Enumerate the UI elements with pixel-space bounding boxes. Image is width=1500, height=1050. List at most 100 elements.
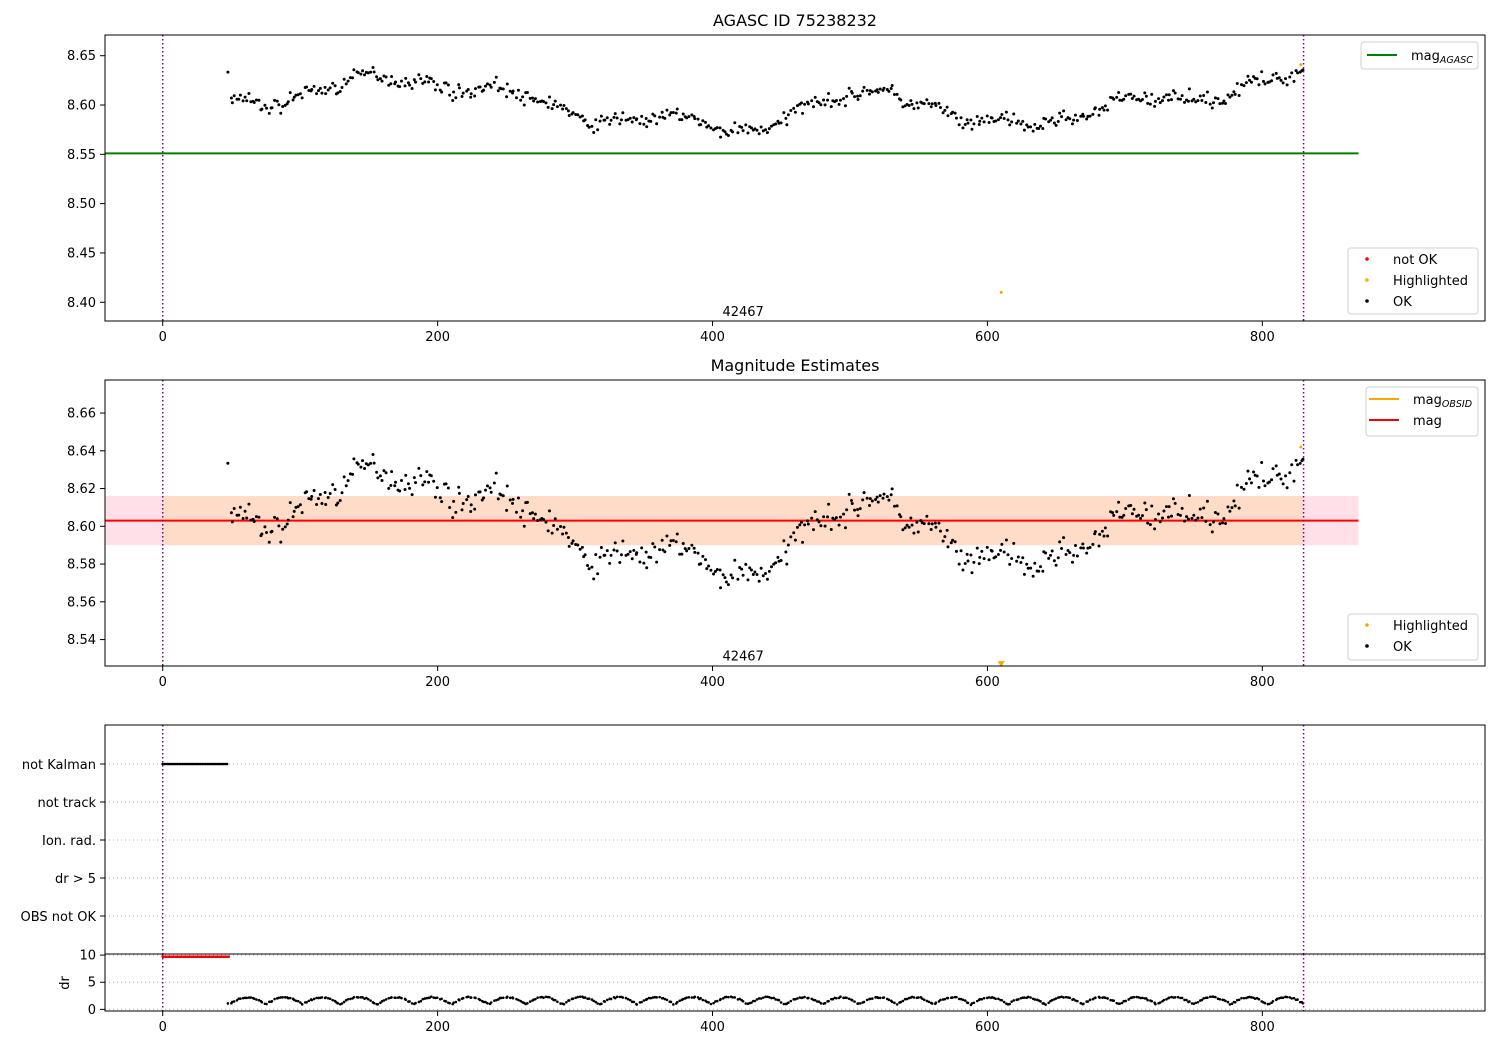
ok-point — [1064, 118, 1068, 122]
flag-label: OBS not OK — [21, 910, 97, 925]
ok-point — [834, 98, 838, 102]
dr-point — [1233, 1000, 1237, 1004]
ok-point — [905, 523, 909, 527]
ok-point — [457, 485, 461, 489]
dr-point — [946, 996, 950, 1000]
dr-point — [831, 997, 835, 1001]
dr-point — [594, 1000, 598, 1004]
dr-point — [1180, 996, 1184, 1000]
ok-point — [744, 562, 748, 566]
dr-point — [260, 1000, 264, 1004]
ok-point — [876, 500, 880, 504]
ok-point — [715, 126, 719, 130]
dr-point — [1064, 995, 1068, 999]
ok-point — [1211, 520, 1215, 524]
ok-point — [1081, 542, 1085, 546]
ok-point — [324, 92, 328, 96]
estimates-status-legend-label: OK — [1393, 640, 1412, 655]
ok-point — [533, 512, 537, 516]
dr-point — [423, 997, 427, 1000]
ok-point — [669, 111, 673, 115]
ok-point — [1000, 542, 1004, 546]
ok-point — [907, 525, 911, 529]
ok-point — [724, 580, 728, 584]
ok-point — [1301, 68, 1305, 72]
estimates-legend-lower: Highlighted OK — [1347, 613, 1479, 661]
agasc-status-legend-marker — [1365, 278, 1369, 282]
ok-point — [536, 100, 540, 104]
ok-point — [344, 82, 348, 86]
x-tick-label: 800 — [1250, 330, 1275, 345]
ok-point — [356, 462, 360, 466]
ok-point — [1079, 114, 1083, 118]
ok-point — [1139, 516, 1143, 520]
ok-point — [252, 520, 256, 524]
ok-point — [1072, 118, 1076, 122]
dr-point — [1250, 996, 1253, 999]
ok-point — [1292, 79, 1296, 83]
ok-point — [615, 549, 619, 553]
ok-point — [1294, 458, 1298, 462]
dr-point — [1047, 1001, 1050, 1005]
ok-point — [856, 514, 860, 518]
ok-point — [559, 524, 563, 528]
ok-point — [845, 508, 849, 512]
ok-point — [1164, 93, 1168, 97]
dr-point — [613, 996, 617, 1000]
ok-point — [547, 95, 551, 99]
dr-point — [766, 995, 769, 999]
ok-point — [457, 86, 461, 90]
ok-point — [1049, 553, 1053, 557]
ok-point — [680, 552, 684, 556]
dr-point — [486, 1001, 489, 1005]
dr-point — [419, 999, 423, 1003]
ok-point — [1029, 125, 1033, 129]
dr-point — [768, 995, 771, 999]
ok-point — [1006, 118, 1010, 122]
ok-point — [1081, 114, 1085, 118]
dr-point — [685, 996, 688, 999]
ok-point — [389, 483, 393, 487]
ok-point — [972, 122, 976, 126]
dr-point — [1292, 996, 1296, 1000]
ok-point — [1213, 511, 1217, 515]
dr-point — [474, 996, 477, 1000]
ok-point — [451, 98, 455, 102]
y-tick-label: 8.55 — [67, 148, 96, 163]
dr-point — [955, 995, 958, 999]
dr-point — [731, 996, 734, 999]
ok-point — [901, 528, 905, 532]
ok-point — [815, 518, 819, 522]
dr-point — [365, 996, 368, 1000]
dr-point — [787, 1001, 790, 1004]
ok-point — [644, 117, 648, 121]
ok-point — [1068, 117, 1072, 121]
ok-point — [655, 122, 659, 126]
ok-point — [1248, 477, 1252, 481]
ok-point — [578, 115, 582, 119]
dr-point — [346, 997, 350, 1001]
ok-point — [288, 501, 292, 505]
dr-point — [1296, 998, 1299, 1001]
ok-point — [980, 116, 984, 120]
dr-point — [772, 996, 776, 1000]
dr-point — [681, 997, 685, 1001]
ok-point — [372, 461, 376, 465]
ok-point — [635, 117, 639, 121]
dr-point — [987, 996, 991, 999]
ok-point — [938, 106, 942, 110]
dr-point — [1000, 998, 1004, 1002]
ok-point — [949, 541, 953, 545]
dr-point — [939, 998, 942, 1002]
ok-point — [1102, 108, 1106, 112]
dr-point — [759, 997, 763, 1000]
dr-point — [1050, 998, 1054, 1002]
dr-point — [352, 996, 356, 999]
ok-point — [414, 481, 418, 485]
ok-point — [874, 498, 878, 502]
ok-point — [1093, 106, 1097, 110]
ok-point — [1190, 516, 1194, 520]
ok-point — [344, 484, 348, 488]
ok-point — [1167, 98, 1171, 102]
ok-point — [1233, 504, 1237, 508]
